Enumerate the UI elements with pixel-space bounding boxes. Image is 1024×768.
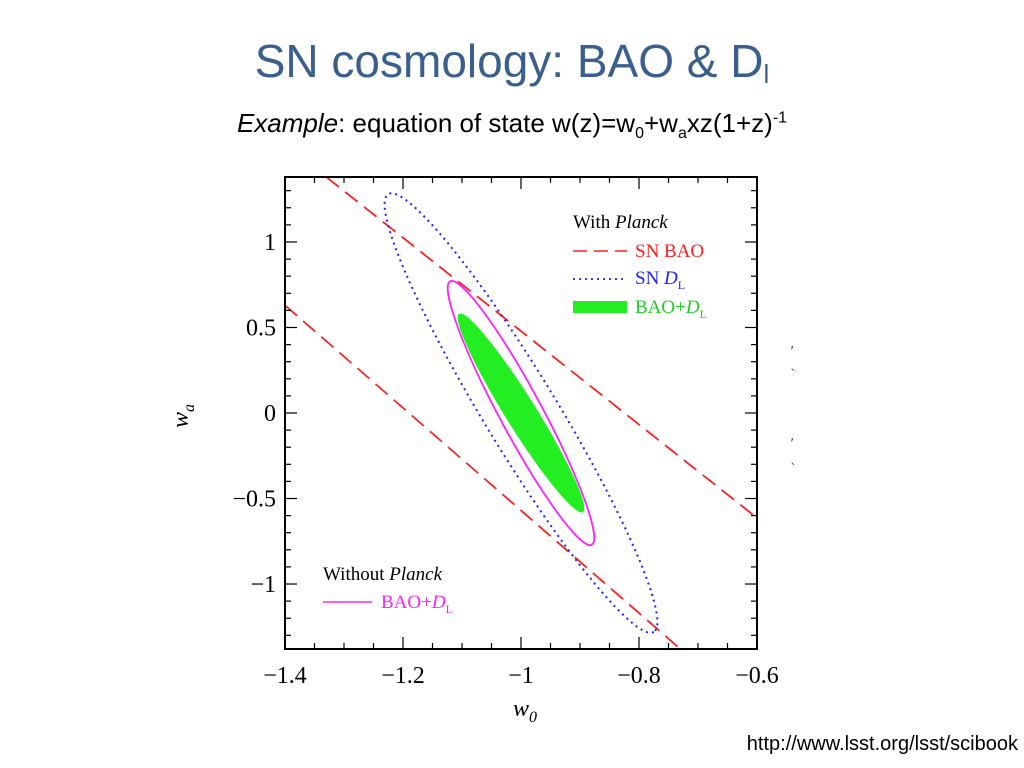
sn-bao-line-2 (285, 304, 681, 649)
tick-label-layer: −1.4 −1.2 −1 −0.8 −0.6 1 0.5 0 −0.5 −1 (232, 230, 778, 689)
x-tick-label: −1 (508, 663, 534, 689)
legend-with-heading: With Planck (573, 212, 668, 233)
bao-dl-without-planck-ellipse (446, 280, 596, 546)
legend-without-planck: Without Planck BAO+DL (323, 564, 453, 616)
edge-artifact: , (790, 428, 795, 444)
tick-layer (284, 177, 758, 649)
sn-bao-line-1 (325, 177, 755, 517)
source-url: http://www.lsst.org/lsst/scibook (746, 733, 1018, 755)
subtitle-text-1: : equation of state w(z)=w (338, 108, 636, 138)
y-tick-label: 0.5 (246, 315, 276, 341)
legend-bao-dl-label: BAO+DL (635, 297, 707, 321)
sn-dl-ellipse (383, 192, 659, 634)
y-tick-label: 0 (264, 401, 276, 427)
subtitle-sup: -1 (772, 109, 788, 127)
slide-subtitle: Example: equation of state w(z)=w0+waxz(… (0, 108, 1024, 143)
x-tick-label: −0.6 (735, 663, 779, 689)
y-tick-label: −1 (250, 572, 276, 598)
slide-title: SN cosmology: BAO & Dl (0, 38, 1024, 87)
x-axis-label: w0 (513, 696, 537, 726)
y-tick-label: 1 (264, 230, 276, 256)
legend-sn-bao-label: SN BAO (635, 241, 704, 262)
y-tick-label: −0.5 (232, 487, 276, 513)
subtitle-sub-a: a (677, 125, 687, 143)
x-tick-label: −1.2 (381, 663, 425, 689)
subtitle-italic: Example (236, 108, 339, 138)
subtitle-text-2: +w (643, 108, 678, 138)
edge-artifact: ` (790, 368, 797, 384)
legend-without-bao-dl-label: BAO+DL (381, 592, 453, 616)
legend-sn-dl-label: SN DL (635, 268, 685, 292)
legend-bao-dl-swatch (573, 301, 627, 313)
legend-with-planck: With Planck SN BAO SN DL BAO+DL (573, 212, 707, 321)
x-tick-label: −1.4 (263, 663, 307, 689)
legend-without-heading: Without Planck (323, 564, 443, 585)
x-tick-label: −0.8 (617, 663, 661, 689)
slide-title-subscript: l (763, 59, 770, 89)
edge-artifact: ` (790, 462, 797, 478)
y-axis-label: wa (168, 404, 198, 428)
bao-dl-with-planck-ellipse (457, 313, 585, 513)
subtitle-sub-0: 0 (635, 125, 644, 143)
slide-title-text: SN cosmology: BAO & D (254, 35, 764, 87)
edge-artifact: , (790, 336, 795, 352)
subtitle-text-3: xz(1+z) (686, 108, 773, 138)
contour-layer (285, 177, 755, 649)
